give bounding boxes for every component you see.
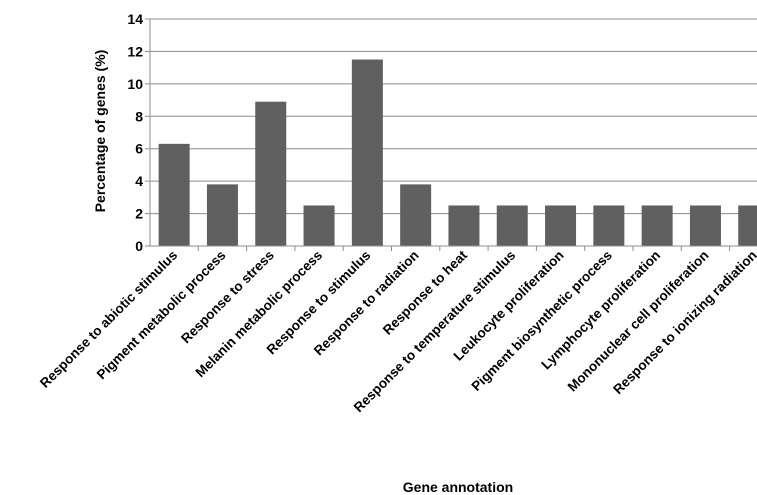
bar	[255, 101, 287, 246]
bar	[400, 184, 432, 246]
bar	[641, 205, 673, 246]
y-axis-title: Percentage of genes (%)	[92, 50, 108, 213]
gridlines	[150, 18, 757, 215]
bar	[496, 205, 528, 246]
bar	[593, 205, 625, 246]
y-tick-label: 4	[135, 173, 143, 189]
x-tick-label: Response to heat	[380, 247, 471, 338]
bar	[158, 143, 190, 246]
bars	[158, 59, 757, 247]
y-tick-label: 10	[127, 76, 143, 92]
y-axis-ticks: 0 2 4 6 8 10 12 14	[127, 11, 150, 254]
bar	[303, 205, 335, 246]
y-tick-label: 2	[135, 206, 143, 222]
bar	[448, 205, 480, 246]
y-tick-label: 8	[135, 108, 143, 124]
x-tick-label: Response to stress	[178, 248, 277, 347]
y-tick-label: 0	[135, 238, 143, 254]
bar	[545, 205, 577, 246]
bar	[206, 184, 238, 246]
y-tick-label: 12	[127, 43, 143, 59]
bar	[689, 205, 721, 246]
y-tick-label: 14	[127, 11, 143, 27]
y-tick-label: 6	[135, 141, 143, 157]
axes	[149, 19, 757, 247]
x-axis-title: Gene annotation	[403, 479, 513, 495]
bar	[738, 205, 757, 246]
bar	[351, 59, 383, 247]
